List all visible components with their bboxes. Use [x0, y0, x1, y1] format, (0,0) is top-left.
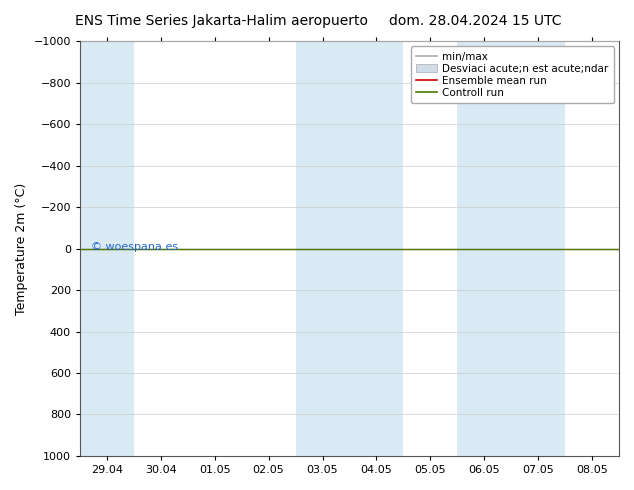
Bar: [511, 41, 565, 456]
Bar: [295, 41, 349, 456]
Legend: min/max, Desviaci acute;n est acute;ndar, Ensemble mean run, Controll run: min/max, Desviaci acute;n est acute;ndar…: [411, 47, 614, 103]
Bar: [457, 41, 511, 456]
Y-axis label: Temperature 2m (°C): Temperature 2m (°C): [15, 182, 28, 315]
Text: © woespana.es: © woespana.es: [91, 242, 178, 251]
Bar: [349, 41, 403, 456]
Text: dom. 28.04.2024 15 UTC: dom. 28.04.2024 15 UTC: [389, 14, 562, 28]
Text: ENS Time Series Jakarta-Halim aeropuerto: ENS Time Series Jakarta-Halim aeropuerto: [75, 14, 368, 28]
Bar: [80, 41, 134, 456]
